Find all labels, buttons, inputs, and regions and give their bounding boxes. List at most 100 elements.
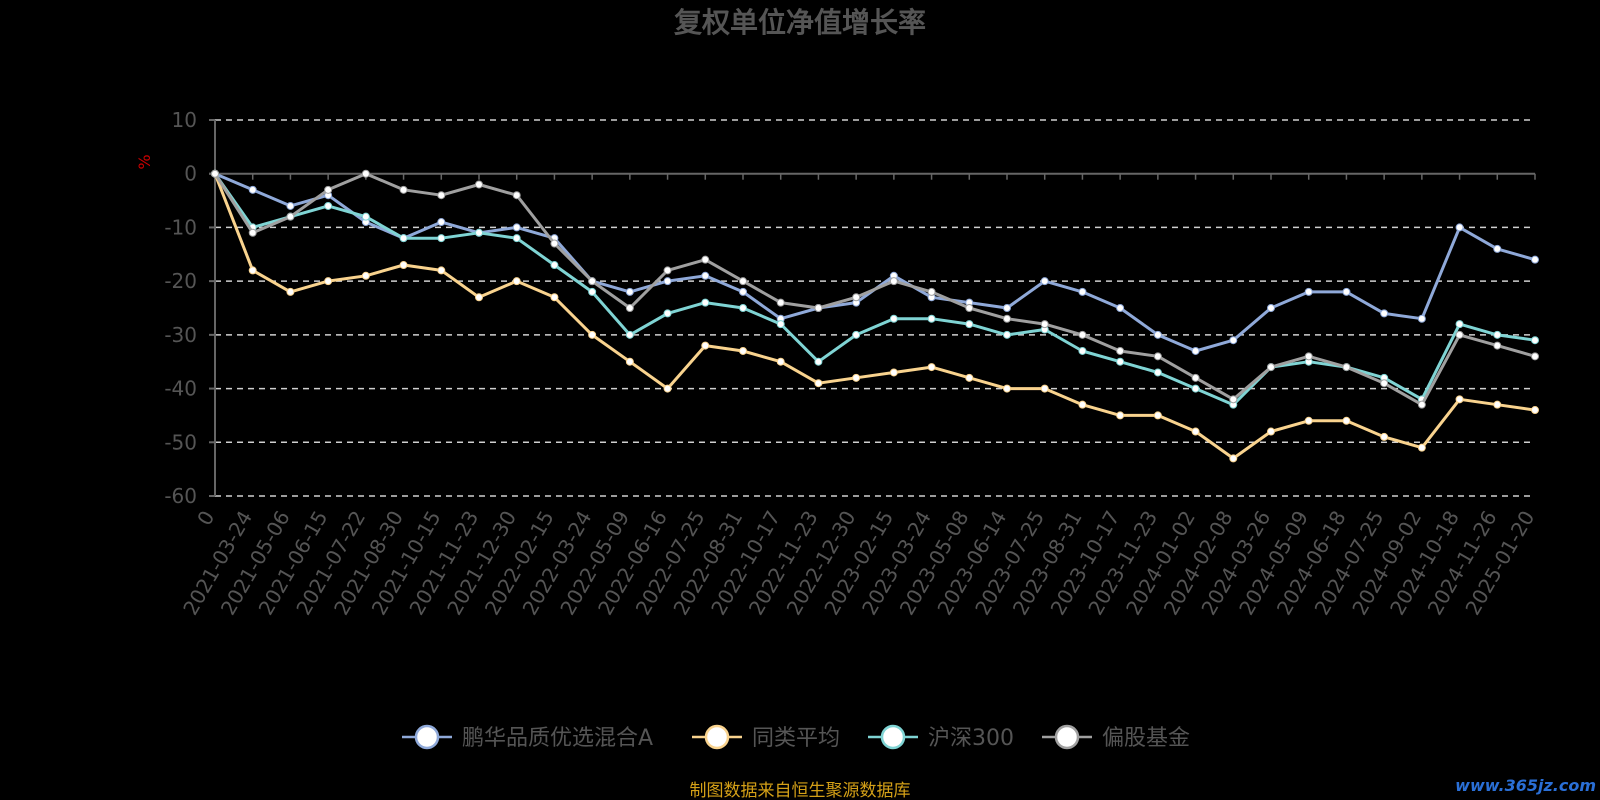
data-point bbox=[248, 266, 257, 275]
data-point bbox=[1267, 363, 1275, 372]
data-point bbox=[512, 277, 521, 286]
data-point bbox=[1229, 395, 1238, 404]
data-point bbox=[852, 373, 861, 382]
data-point bbox=[625, 304, 634, 312]
data-point bbox=[1040, 384, 1049, 393]
data-point bbox=[776, 320, 785, 329]
data-point bbox=[1116, 304, 1125, 312]
data-point bbox=[1380, 379, 1389, 388]
y-tick-label: 10 bbox=[172, 108, 197, 132]
data-point bbox=[1003, 304, 1011, 312]
data-point bbox=[1342, 363, 1351, 372]
data-point bbox=[286, 201, 295, 210]
data-point bbox=[550, 293, 559, 302]
data-point bbox=[324, 277, 333, 286]
data-point bbox=[550, 261, 559, 270]
data-point bbox=[324, 201, 333, 210]
data-point bbox=[437, 191, 446, 200]
data-point bbox=[663, 384, 672, 393]
data-point bbox=[1229, 336, 1238, 345]
source-note: 制图数据来自恒生聚源数据库 bbox=[690, 781, 911, 800]
data-point bbox=[588, 330, 597, 339]
data-point bbox=[512, 223, 521, 232]
data-point bbox=[814, 357, 823, 366]
data-point bbox=[1116, 411, 1125, 420]
data-point bbox=[399, 234, 408, 243]
data-point bbox=[1267, 304, 1275, 312]
legend-label[interactable]: 沪深300 bbox=[928, 726, 1014, 751]
data-point bbox=[701, 271, 710, 280]
legend-marker bbox=[704, 724, 730, 750]
data-point bbox=[1153, 411, 1162, 420]
series-line bbox=[213, 172, 1536, 407]
grid-lines bbox=[215, 119, 1535, 497]
data-point bbox=[927, 363, 936, 372]
data-point bbox=[588, 277, 597, 286]
data-point bbox=[739, 304, 747, 312]
data-point bbox=[1455, 223, 1464, 232]
data-point bbox=[1493, 400, 1502, 409]
data-point bbox=[1380, 309, 1389, 318]
chart-title: 复权单位净值增长率 bbox=[674, 6, 926, 39]
data-point bbox=[1304, 352, 1313, 361]
data-point bbox=[1455, 395, 1464, 404]
legend-label[interactable]: 偏股基金 bbox=[1102, 726, 1190, 751]
data-point bbox=[1493, 341, 1502, 350]
data-point bbox=[1003, 314, 1011, 323]
data-point bbox=[965, 304, 974, 312]
data-point bbox=[1417, 314, 1426, 323]
y-tick-label: -30 bbox=[164, 323, 197, 347]
data-point bbox=[814, 304, 823, 312]
legend-marker bbox=[880, 724, 906, 750]
legend[interactable]: 鹏华品质优选混合A 同类平均 沪深300 偏股基金 bbox=[402, 724, 1190, 751]
data-point bbox=[1153, 352, 1162, 361]
data-point bbox=[889, 314, 898, 323]
data-point bbox=[927, 314, 936, 323]
data-point bbox=[475, 228, 483, 237]
data-point bbox=[965, 373, 974, 382]
data-point bbox=[1493, 244, 1502, 253]
data-point bbox=[550, 239, 559, 248]
data-point bbox=[1417, 400, 1426, 409]
data-point bbox=[701, 255, 710, 264]
data-point bbox=[1304, 287, 1313, 296]
data-point bbox=[776, 357, 785, 366]
legend-label[interactable]: 同类平均 bbox=[752, 726, 840, 751]
data-point bbox=[1267, 427, 1275, 436]
y-tick-label: -50 bbox=[164, 430, 197, 454]
data-point bbox=[1003, 384, 1011, 393]
y-tick-label: -10 bbox=[164, 215, 197, 239]
data-point bbox=[1153, 330, 1162, 339]
data-point bbox=[361, 271, 370, 280]
data-point bbox=[1191, 384, 1200, 393]
data-point bbox=[399, 185, 408, 194]
y-tick-label: -60 bbox=[164, 484, 197, 508]
data-point bbox=[286, 212, 295, 221]
data-point bbox=[965, 320, 974, 329]
data-point bbox=[437, 266, 446, 275]
data-point bbox=[701, 298, 710, 307]
data-point bbox=[1229, 454, 1238, 463]
y-tick-label: -20 bbox=[164, 269, 197, 293]
data-point bbox=[1078, 330, 1087, 339]
data-point bbox=[1531, 406, 1539, 415]
data-point bbox=[889, 368, 898, 377]
data-point bbox=[1455, 320, 1464, 329]
data-point bbox=[437, 234, 446, 243]
data-point bbox=[739, 346, 747, 355]
x-axis-ticks: 02021-03-242021-05-062021-06-152021-07-2… bbox=[178, 506, 1539, 619]
data-point bbox=[814, 379, 823, 388]
data-point bbox=[927, 287, 936, 296]
data-point bbox=[1191, 427, 1200, 436]
watermark: www.365jz.com bbox=[1455, 776, 1596, 795]
y-tick-label: -40 bbox=[164, 377, 197, 401]
data-point bbox=[286, 287, 295, 296]
data-point bbox=[701, 341, 710, 350]
legend-label[interactable]: 鹏华品质优选混合A bbox=[462, 726, 653, 751]
data-point bbox=[663, 277, 672, 286]
data-point bbox=[1531, 352, 1539, 361]
data-point bbox=[324, 185, 333, 194]
data-point bbox=[512, 191, 521, 200]
data-point bbox=[475, 180, 483, 189]
data-point bbox=[1493, 330, 1502, 339]
